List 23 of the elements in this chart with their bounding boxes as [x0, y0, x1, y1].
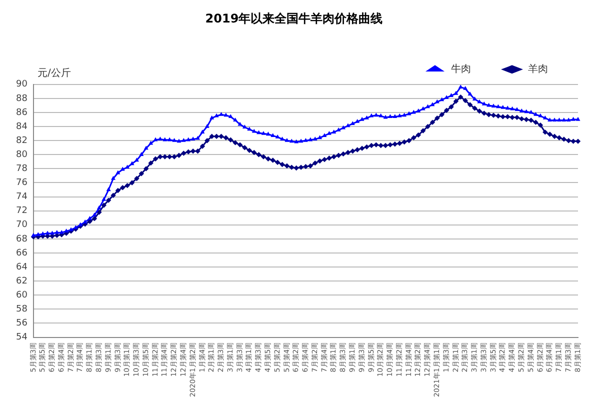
y-tick-label: 64: [16, 262, 28, 272]
y-tick-label: 68: [16, 234, 28, 244]
y-axis-title: 元/公斤: [37, 66, 71, 79]
legend-label: 牛肉: [451, 62, 471, 75]
y-tick-label: 78: [16, 164, 28, 174]
y-tick-label: 82: [16, 136, 28, 146]
y-tick-label: 74: [16, 192, 28, 202]
legend-label: 羊肉: [528, 62, 548, 75]
y-tick-label: 56: [16, 318, 28, 329]
y-tick-label: 88: [16, 94, 28, 104]
y-tick-label: 62: [16, 276, 28, 286]
y-tick-label: 72: [16, 206, 28, 216]
y-tick-label: 76: [16, 178, 28, 188]
y-tick-label: 66: [16, 248, 28, 258]
y-tick-label: 58: [16, 304, 28, 315]
y-tick-label: 60: [16, 290, 28, 300]
y-tick-label: 80: [16, 150, 28, 160]
y-tick-label: 54: [16, 332, 28, 343]
y-tick-label: 90: [16, 80, 28, 90]
y-tick-label: 84: [16, 122, 28, 132]
y-tick-label: 70: [16, 220, 28, 230]
y-tick-label: 86: [16, 108, 28, 118]
chart-title: 2019年以来全国牛羊肉价格曲线: [205, 11, 383, 26]
